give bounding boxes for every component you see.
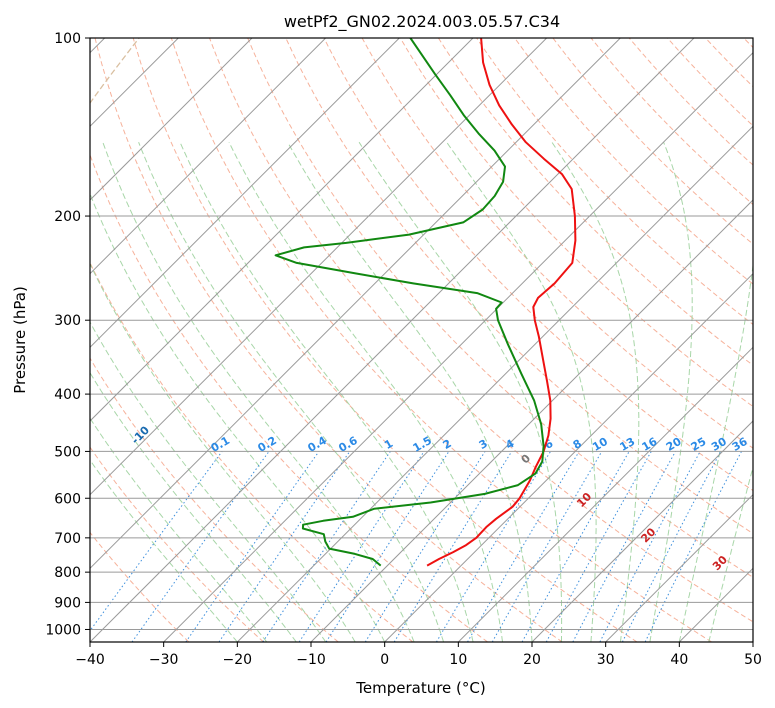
mixing-ratio-line <box>521 451 630 642</box>
x-tick-label: 50 <box>744 652 762 668</box>
y-tick-label: 900 <box>54 595 81 611</box>
background-lines <box>90 38 753 642</box>
x-axis: −40 −30 −20 −10 0 10 20 30 40 50 <box>75 642 762 668</box>
isotherm-line <box>384 272 753 642</box>
chart-title: wetPf2_GN02.2024.003.05.57.C34 <box>284 12 560 32</box>
isotherm-line <box>605 493 753 642</box>
dry-adiabat <box>90 531 190 642</box>
temperature-profile <box>426 38 577 567</box>
dry-adiabat <box>90 357 339 642</box>
x-tick-label: −10 <box>296 652 326 668</box>
mixing-ratio-line <box>262 451 391 642</box>
dry-adiabat <box>437 38 753 366</box>
y-tick-label: 200 <box>54 209 81 225</box>
mixing-ratio-line <box>572 451 676 642</box>
isotherm-line <box>90 38 327 275</box>
mixing-ratio-line <box>621 451 722 642</box>
x-tick-label: 40 <box>670 652 688 668</box>
mixing-ratio-line <box>185 451 320 642</box>
dry-adiabat <box>323 38 753 492</box>
isotherm-line <box>90 38 695 642</box>
dry-adiabat <box>132 38 638 642</box>
y-tick-label: 100 <box>54 31 81 47</box>
x-tick-label: −20 <box>223 652 253 668</box>
mixing-ratio-line <box>644 451 742 642</box>
isotherm-line <box>531 420 753 642</box>
isotherm-line <box>90 38 474 422</box>
x-tick-label: −40 <box>75 652 105 668</box>
mixing-ratio-line <box>218 451 351 642</box>
dry-adiabat <box>399 38 753 408</box>
mixing-ratio-line <box>325 451 450 642</box>
dry-adiabat <box>94 38 563 642</box>
x-axis-title: Temperature (°C) <box>355 679 485 697</box>
x-tick-label: 10 <box>449 652 467 668</box>
mixing-ratio-line <box>298 451 425 642</box>
x-tick-label: −30 <box>149 652 179 668</box>
dry-adiabat <box>170 38 712 642</box>
plot-frame <box>89 37 754 643</box>
dry-adiabat <box>90 446 264 642</box>
dry-adiabat <box>514 38 753 285</box>
x-tick-label: 30 <box>597 652 615 668</box>
y-tick-label: 1000 <box>45 622 81 638</box>
x-tick-label: 0 <box>380 652 389 668</box>
dry-adiabat <box>90 153 488 642</box>
x-tick-label: 20 <box>523 652 541 668</box>
y-tick-label: 600 <box>54 491 81 507</box>
mixing-ratio-line <box>90 451 223 632</box>
y-tick-label: 400 <box>54 387 81 403</box>
dry-adiabat <box>209 38 753 623</box>
y-tick-label: 300 <box>54 313 81 329</box>
y-tick-label: 500 <box>54 444 81 460</box>
isotherm-line <box>90 38 621 570</box>
isotherm-line <box>90 38 400 349</box>
y-axis: 1000 900 800 700 600 500 400 300 200 100 <box>45 31 90 638</box>
dewpoint-profile <box>274 38 545 567</box>
isotherm-line <box>90 38 548 496</box>
profiles <box>274 38 577 567</box>
mixing-ratio-line <box>545 451 652 642</box>
y-tick-label: 700 <box>54 531 81 547</box>
y-axis-title: Pressure (hPa) <box>11 286 29 394</box>
y-tick-label: 800 <box>54 565 81 581</box>
isotherm-line <box>310 199 753 642</box>
isotherm-line <box>457 346 753 642</box>
isotherm-line <box>90 38 253 201</box>
isotherm-line <box>163 51 753 642</box>
